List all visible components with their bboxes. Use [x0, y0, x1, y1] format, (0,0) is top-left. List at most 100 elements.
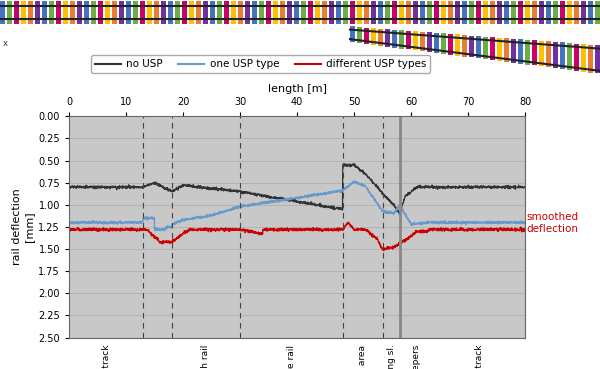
Bar — [539, 1, 544, 24]
Bar — [84, 1, 89, 24]
Bar — [518, 1, 523, 24]
Y-axis label: rail deflection
[mm]: rail deflection [mm] — [13, 189, 34, 265]
Bar — [420, 32, 425, 51]
Bar — [553, 1, 557, 24]
Bar — [28, 1, 32, 24]
no USP — [89, 184, 96, 189]
Bar — [350, 1, 355, 24]
Bar — [301, 1, 305, 24]
Bar — [105, 1, 110, 24]
Bar — [91, 1, 95, 24]
Bar — [483, 1, 487, 24]
different USP types — [287, 227, 295, 231]
Bar — [343, 1, 347, 24]
Bar — [427, 1, 431, 24]
Bar — [140, 1, 145, 24]
Bar — [329, 1, 334, 24]
Bar — [567, 43, 571, 70]
Bar — [476, 1, 481, 24]
Bar — [70, 1, 74, 24]
Bar — [511, 39, 515, 63]
Bar — [322, 1, 326, 24]
Bar — [287, 1, 292, 24]
Bar — [385, 1, 389, 24]
no USP — [396, 212, 403, 216]
Bar — [98, 1, 103, 24]
Bar — [441, 33, 445, 54]
Bar — [147, 1, 151, 24]
one USP type — [89, 221, 96, 225]
Bar — [448, 1, 452, 24]
Legend: no USP, one USP type, different USP types: no USP, one USP type, different USP type… — [91, 55, 430, 73]
Bar — [168, 1, 173, 24]
Bar — [252, 1, 257, 24]
Text: frog area: frog area — [358, 345, 367, 369]
Bar — [49, 1, 53, 24]
Line: no USP: no USP — [69, 164, 525, 214]
Bar — [427, 32, 431, 52]
Bar — [231, 1, 235, 24]
different USP types — [275, 228, 282, 232]
Bar — [294, 1, 299, 24]
no USP — [425, 184, 432, 188]
Bar — [35, 1, 40, 24]
Bar — [189, 1, 193, 24]
Bar — [553, 42, 557, 68]
Bar — [406, 1, 410, 24]
Bar — [7, 1, 11, 24]
Bar — [315, 1, 320, 24]
Bar — [14, 1, 19, 24]
Bar — [245, 1, 250, 24]
Bar — [56, 1, 61, 24]
Bar — [490, 1, 494, 24]
no USP — [65, 185, 73, 190]
Bar — [42, 1, 47, 24]
Bar — [77, 1, 82, 24]
Bar — [378, 1, 383, 24]
one USP type — [287, 195, 295, 200]
Bar — [126, 1, 131, 24]
one USP type — [425, 220, 432, 225]
Text: x: x — [3, 39, 8, 48]
Bar — [413, 1, 418, 24]
Bar — [357, 1, 361, 24]
one USP type — [157, 228, 164, 233]
different USP types — [508, 228, 515, 232]
Bar — [266, 1, 271, 24]
Bar — [21, 1, 25, 24]
Bar — [560, 42, 565, 69]
Bar — [567, 1, 571, 24]
Bar — [203, 1, 208, 24]
one USP type — [350, 179, 358, 183]
Bar — [588, 45, 593, 73]
Bar — [546, 1, 551, 24]
Bar — [574, 1, 578, 24]
Bar — [154, 1, 158, 24]
Bar — [413, 31, 418, 50]
Text: regular track: regular track — [101, 345, 110, 369]
Line: one USP type: one USP type — [69, 181, 525, 231]
Bar — [420, 1, 425, 24]
Bar — [588, 1, 593, 24]
one USP type — [521, 221, 529, 225]
Bar — [462, 35, 467, 56]
Bar — [455, 1, 460, 24]
no USP — [521, 184, 529, 189]
Bar — [112, 1, 116, 24]
Bar — [581, 44, 586, 72]
Bar — [539, 41, 544, 66]
Bar — [441, 1, 445, 24]
different USP types — [509, 227, 516, 231]
Line: different USP types: different USP types — [69, 223, 525, 251]
one USP type — [275, 200, 283, 204]
Text: regular track: regular track — [475, 345, 484, 369]
Bar — [511, 1, 515, 24]
Bar — [497, 1, 502, 24]
no USP — [350, 162, 358, 166]
Bar — [525, 40, 530, 65]
Bar — [574, 44, 578, 71]
Bar — [448, 34, 452, 55]
Bar — [357, 27, 361, 43]
no USP — [509, 184, 516, 189]
Bar — [469, 35, 473, 58]
